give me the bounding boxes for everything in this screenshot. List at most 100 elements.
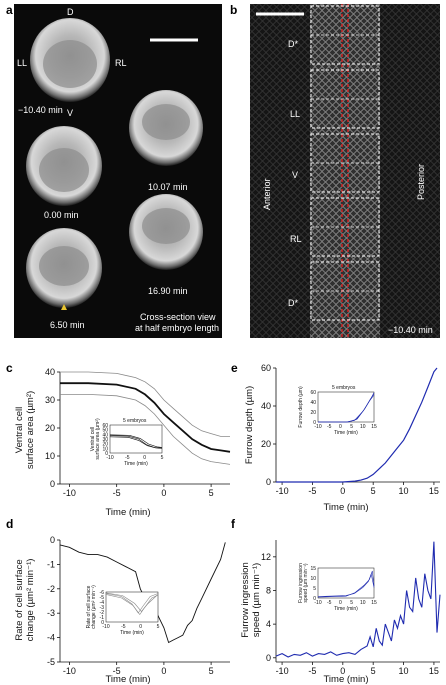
- panel-c-ytick-label: 0: [50, 479, 55, 489]
- panel-c-xlabel: Time (min): [105, 507, 150, 518]
- panel-c-inset: -10 -5 0 50102030405060Time (min)5 embryosV…: [90, 418, 164, 467]
- embryo-frame-4: [129, 90, 203, 166]
- panel-e-xtick-label: -5: [308, 486, 316, 496]
- anterior-label: Anterior: [262, 178, 272, 210]
- panel-e-inset-xtick: 10: [360, 424, 366, 430]
- panel-c-inset-title: 5 embryos: [123, 418, 147, 424]
- panel-c-inset-xlabel: Time (min): [124, 461, 148, 467]
- panel-b-imaged-strip: [310, 4, 380, 338]
- panel-f-xlabel: Time (min): [323, 674, 368, 685]
- embryo-frame-5: [129, 194, 203, 270]
- panel-f-ylabel-1: Furrow ingression: [240, 562, 251, 638]
- panel-d-inset: -10 -5 0 50-1-2-3-4-5-6Time (min)Rate of ce…: [86, 585, 160, 636]
- embryo-frame-2: [26, 126, 102, 206]
- panel-e-inset-ytick: 40: [310, 400, 316, 406]
- panel-f-inset-ytick: 0: [313, 596, 316, 602]
- panel-f-xtick-label: -5: [308, 666, 316, 676]
- row-label-left-lateral: LL: [290, 109, 300, 119]
- frame-3-time: 6.50 min: [50, 320, 85, 330]
- panel-f-xtick-label: 15: [429, 666, 439, 676]
- panel-d-inset-ylabel-2: change (µm² min⁻¹): [91, 585, 97, 629]
- ventral-label: V: [67, 108, 73, 118]
- panel-e-inset-ytick: 20: [310, 410, 316, 416]
- panel-a-label: a: [6, 3, 13, 17]
- panel-e-inset-xtick: -5: [327, 424, 332, 430]
- panel-d-ytick-label: -2: [47, 584, 55, 594]
- panel-f-inset-frame: [318, 568, 374, 598]
- panel-d-ylabel-2: change (µm² min⁻¹): [25, 559, 36, 642]
- panel-f-xtick-label: 10: [399, 666, 409, 676]
- panel-d-xtick-label: -5: [113, 666, 121, 676]
- panel-c-ytick-label: 10: [45, 451, 55, 461]
- right-lateral-label: RL: [115, 58, 127, 68]
- panel-f-ytick-label: 4: [266, 619, 271, 629]
- panel-f-inset-xtick: 10: [360, 600, 366, 606]
- panel-c-label: c: [6, 361, 13, 375]
- panel-e-ylabel: Furrow depth (µm): [244, 386, 255, 464]
- panel-c-ytick-label: 30: [45, 395, 55, 405]
- panel-e-inset-title: 5 embryos: [332, 385, 356, 391]
- left-lateral-label: LL: [17, 58, 27, 68]
- panel-c-inset-ylabel-2: surface area (µm²): [95, 418, 101, 460]
- caption-line-2: at half embryo length: [135, 323, 219, 333]
- panel-e-ytick-label: 40: [261, 401, 271, 411]
- row-label-right-lateral: RL: [290, 234, 302, 244]
- panel-e-inset-ylabel-1: Furrow depth (µm): [298, 386, 304, 428]
- panel-f-inset-ytick: 15: [310, 566, 316, 572]
- panel-f-inset-ytick: 10: [310, 576, 316, 582]
- panel-c-xtick-label: -5: [113, 488, 121, 498]
- panel-c-inset-xtick: 5: [161, 455, 164, 461]
- panel-c-ylabel-2: surface area (µm²): [25, 391, 36, 469]
- panel-e-xtick-label: 0: [340, 486, 345, 496]
- panel-d-inset-ytick: -6: [100, 590, 105, 596]
- panel-e-ytick-label: 0: [266, 477, 271, 487]
- panel-f-xtick-label: 0: [340, 666, 345, 676]
- panel-f-ytick-label: 12: [261, 552, 271, 562]
- panel-f-ytick-label: 0: [266, 653, 271, 663]
- embryo-frame-1: [30, 18, 110, 102]
- panel-e-inset-xtick: 15: [371, 424, 377, 430]
- panel-f-inset: -10 -5 0 5 10 15051015Time (min)Furrow ingres…: [298, 563, 377, 612]
- frame-4-time: 10.07 min: [148, 182, 188, 192]
- panel-c-ylabel-1: Ventral cell: [14, 407, 25, 453]
- panel-d-inset-xtick: 5: [157, 624, 160, 630]
- panel-d-ytick-label: -1: [47, 559, 55, 569]
- frame-1-time: −10.40 min: [18, 105, 63, 115]
- panel-c-inset-ytick: 60: [102, 423, 108, 429]
- panel-e-xtick-label: 10: [399, 486, 409, 496]
- panel-f-ytick-label: 8: [266, 585, 271, 595]
- panel-d-ylabel-1: Rate of cell surface: [14, 559, 25, 640]
- frame-5-time: 16.90 min: [148, 286, 188, 296]
- panel-b-time: −10.40 min: [388, 325, 433, 335]
- panel-d-ytick-label: 0: [50, 535, 55, 545]
- panel-d-xtick-label: 5: [209, 666, 214, 676]
- panel-d-ytick-label: -4: [47, 633, 55, 643]
- panel-e-plot: -10 -5 0 5 10 15 0 20 40 60 -10 -5 0 5 10 15 0 20 40 60 Time…: [261, 363, 440, 496]
- panel-d-xtick-label: -10: [63, 666, 76, 676]
- panel-f-xtick-label: 5: [371, 666, 376, 676]
- panel-e-label: e: [231, 361, 238, 375]
- panel-b-label: b: [230, 3, 237, 17]
- panel-e-xlabel: Time (min): [323, 502, 368, 513]
- panel-c-inset-frame: [110, 425, 162, 453]
- panel-e-inset-ytick: 0: [313, 420, 316, 426]
- panel-e-inset-xlabel: Time (min): [334, 430, 358, 436]
- panel-e-ytick-label: 60: [261, 363, 271, 373]
- row-label-dorsal-bottom: D*: [288, 298, 298, 308]
- posterior-label: Posterior: [416, 164, 426, 200]
- panel-c-xtick-label: 5: [209, 488, 214, 498]
- panel-d-plot: -10 -5 0 50-1-2-3-4-5-10 -5 0 50-1-2-3-4-5-6Ti…: [47, 535, 230, 676]
- panel-c-ytick-label: 40: [45, 367, 55, 377]
- panel-d-label: d: [6, 517, 13, 531]
- dorsal-label: D: [67, 7, 74, 17]
- panel-e-inset: -10 -5 0 5 10 15 0 20 40 60 Time (min) 5 embryos Fur…: [298, 385, 377, 436]
- frame-2-time: 0.00 min: [44, 210, 79, 220]
- panel-f-ylabel-2: speed (µm min⁻¹): [251, 563, 262, 637]
- panel-f-inset-ytick: 5: [313, 586, 316, 592]
- panel-e-xtick-label: -10: [276, 486, 289, 496]
- panel-f-inset-xlabel: Time (min): [334, 606, 358, 612]
- row-label-ventral: V: [292, 170, 298, 180]
- row-label-dorsal-top: D*: [288, 39, 298, 49]
- panel-f-plot: -10 -5 0 5 10 15 0 4 8 12 -10 -5 0 5 10 15 0 5 10 15 Time (m…: [261, 540, 440, 676]
